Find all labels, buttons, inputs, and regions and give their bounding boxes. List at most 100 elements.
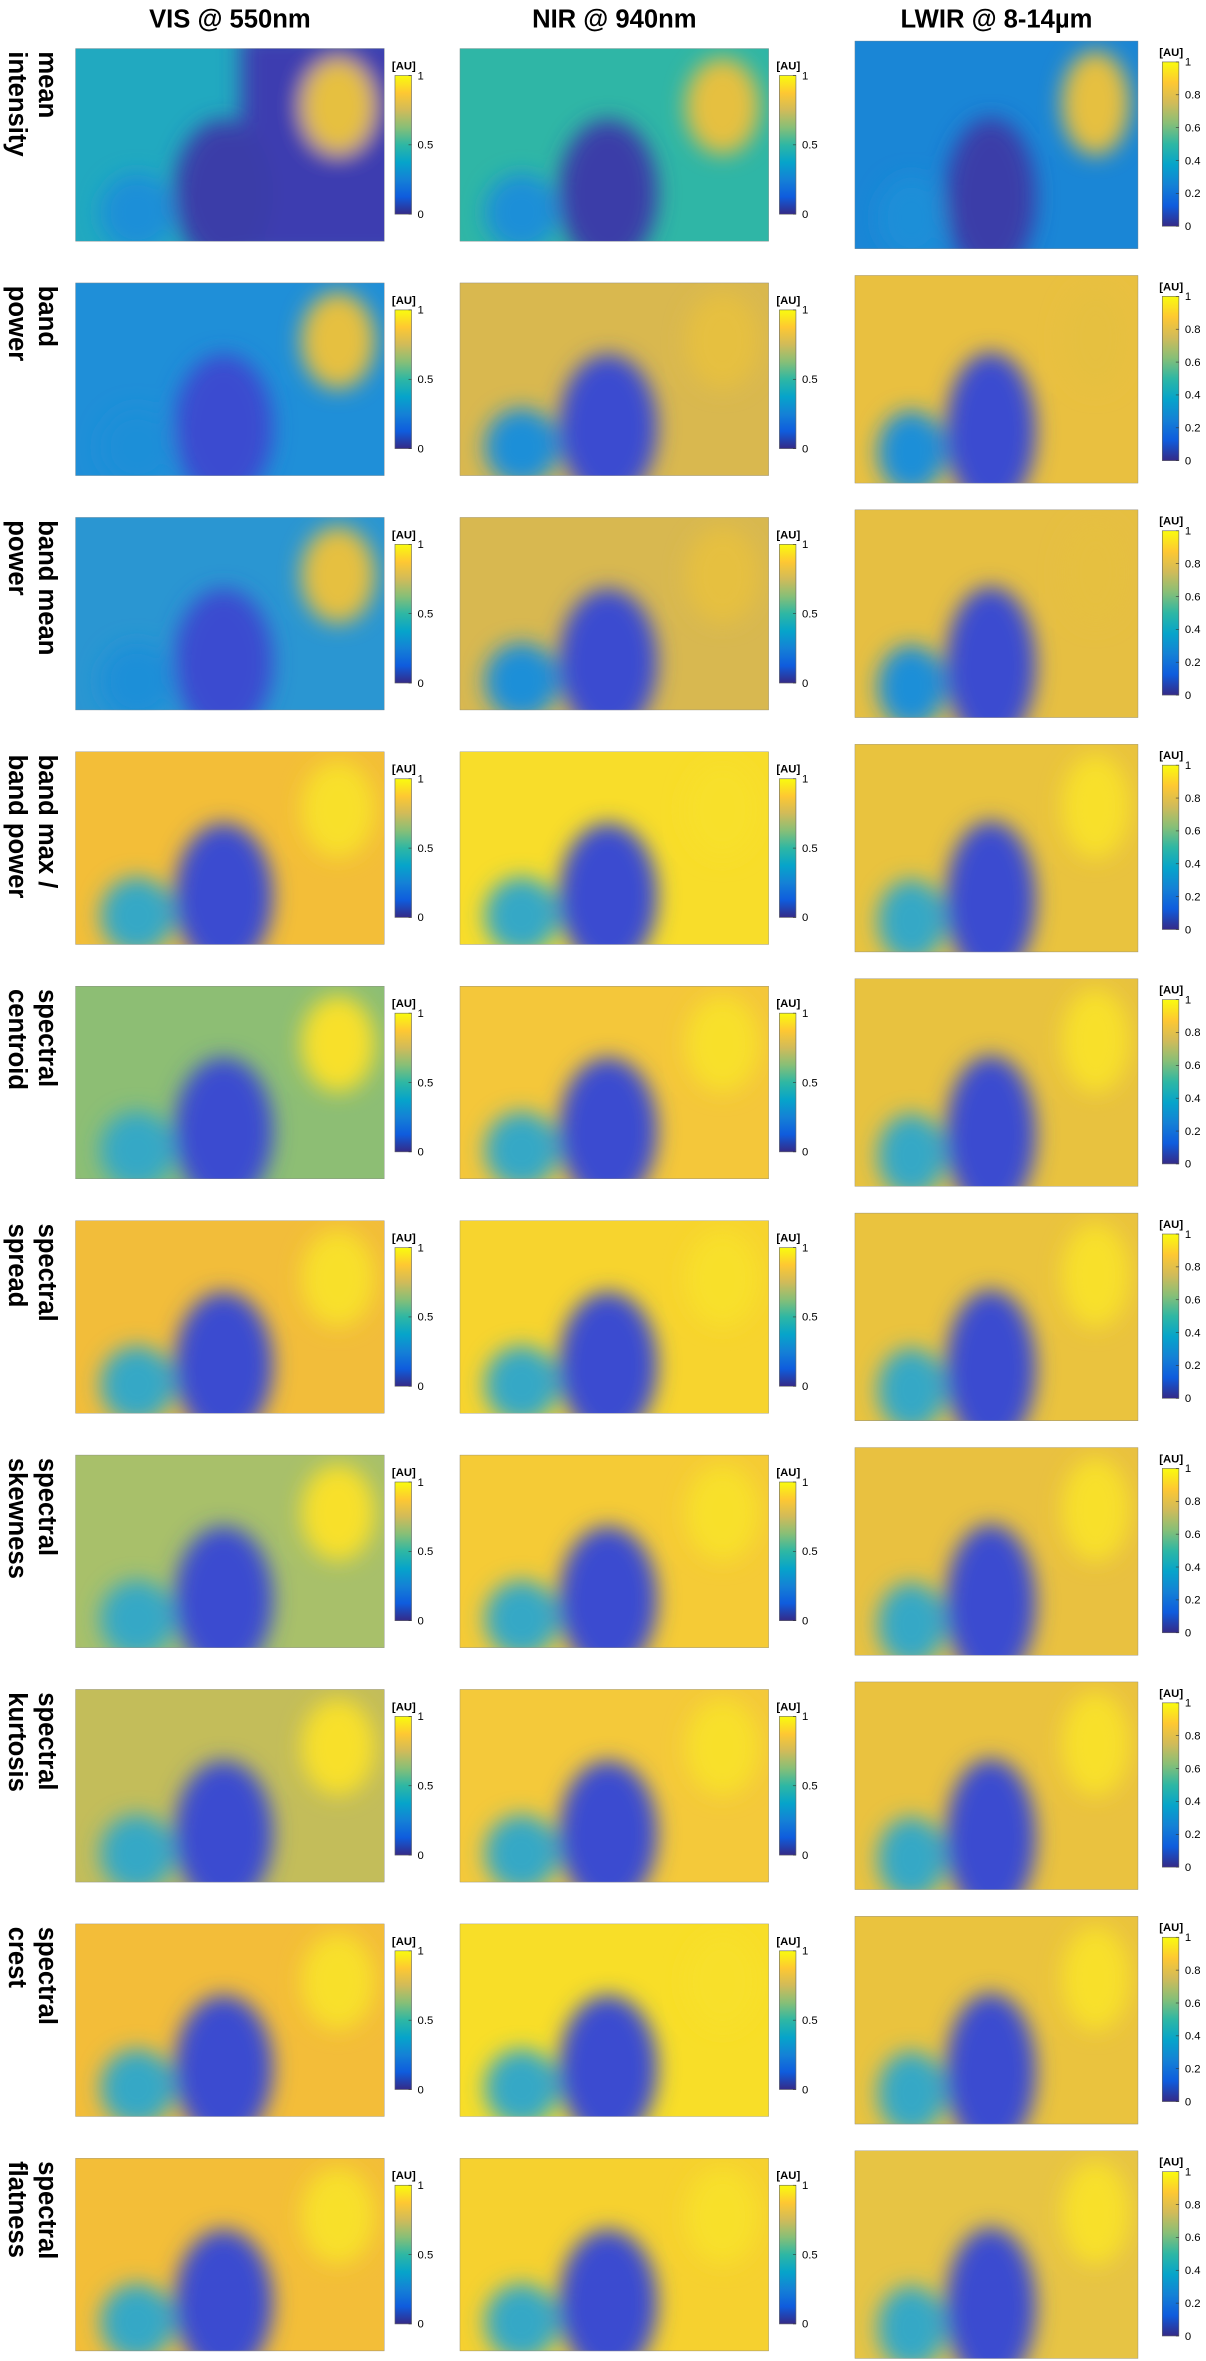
colorbar-tick-label: 0.2: [1185, 423, 1201, 435]
blob: [174, 1760, 274, 1883]
blob: [1061, 285, 1130, 390]
colorbar-tick-label: 1: [418, 305, 424, 317]
colorbar-tick-label: 1: [1185, 760, 1191, 772]
heatmap: [854, 2150, 1139, 2359]
colorbar-tick-label: 0.6: [1185, 1763, 1201, 1775]
colorbar-tick-label: 0: [418, 678, 424, 690]
row-label: spectral: [33, 2161, 61, 2259]
blob: [484, 173, 559, 242]
blob: [484, 1580, 559, 1648]
colorbar-tick-label: 1: [1185, 1463, 1191, 1475]
row-label: intensity: [3, 51, 31, 157]
colorbar-tick-label: 0.5: [802, 140, 818, 152]
heatmap: [854, 1212, 1139, 1421]
column-title: NIR @ 940nm: [532, 5, 696, 33]
blob: [877, 176, 946, 249]
colorbar-tick-label: 0.6: [1185, 826, 1201, 838]
heatmap-blobs: [100, 292, 376, 476]
blob: [685, 2167, 760, 2265]
colorbar: [1161, 61, 1180, 227]
blob: [558, 354, 658, 476]
colorbar-label: [AU]: [776, 1467, 800, 1479]
row-label: band mean: [33, 520, 61, 655]
heatmap: [459, 1689, 769, 1883]
colorbar-tick-label: 0.6: [1185, 122, 1201, 134]
blob: [945, 1289, 1037, 1421]
heatmap: [75, 1454, 385, 1648]
heatmap: [854, 1916, 1139, 2125]
heatmap: [854, 1447, 1139, 1656]
blob: [877, 1113, 946, 1187]
colorbar-tick-label: 0.2: [1185, 2298, 1201, 2310]
heatmap-blobs: [877, 2160, 1130, 2359]
colorbar-tick-label: 0: [1185, 2096, 1191, 2108]
colorbar-tick-label: 0.5: [802, 2249, 818, 2261]
blob: [100, 2283, 175, 2352]
blob: [685, 1230, 760, 1327]
colorbar-tick-label: 0.8: [1185, 324, 1201, 336]
colorbar-tick-label: 0: [1185, 690, 1191, 702]
heatmap: [459, 2158, 769, 2352]
colorbar: [1161, 1233, 1180, 1399]
blob: [877, 2285, 946, 2359]
row-label: spread: [3, 1223, 31, 1307]
heatmap: [854, 744, 1139, 953]
blob: [1061, 754, 1130, 859]
colorbar-tick-label: 0.4: [1185, 1796, 1201, 1808]
colorbar-tick-label: 0.4: [1185, 1327, 1201, 1339]
colorbar: [1161, 999, 1180, 1165]
colorbar-tick-label: 0: [802, 209, 808, 221]
blob: [300, 1933, 376, 2030]
colorbar-tick-label: 0: [802, 1147, 808, 1159]
row-label: band: [33, 286, 61, 347]
blob: [945, 117, 1037, 249]
colorbar-tick-label: 0: [418, 209, 424, 221]
colorbar-tick-label: 0.8: [1185, 558, 1201, 570]
colorbar-tick-label: 0: [802, 912, 808, 924]
colorbar-label: [AU]: [776, 529, 800, 541]
colorbar-label: [AU]: [1159, 1688, 1183, 1700]
colorbar-tick-label: 0.8: [1185, 90, 1201, 102]
colorbar-tick-label: 0.2: [1185, 1360, 1201, 1372]
blob: [1061, 51, 1130, 156]
colorbar-tick-label: 0.4: [1185, 2031, 1201, 2043]
colorbar-tick-label: 1: [802, 1477, 808, 1489]
row-label: mean: [33, 51, 61, 118]
colorbar-tick-label: 0: [1185, 455, 1191, 467]
heatmap: [75, 282, 385, 476]
blob: [945, 1524, 1037, 1656]
blob: [945, 2227, 1037, 2359]
heatmap: [75, 751, 385, 945]
colorbar-tick-label: 0.8: [1185, 2199, 1201, 2211]
heatmap: [459, 1454, 769, 1648]
colorbar-tick-label: 0.6: [1185, 357, 1201, 369]
blob: [300, 1698, 376, 1796]
colorbar-tick-label: 0: [1185, 1159, 1191, 1171]
row-label: spectral: [33, 1223, 61, 1321]
heatmap-blobs: [484, 2167, 760, 2352]
colorbar-tick-label: 0.5: [802, 843, 818, 855]
colorbar-tick-label: 1: [802, 1008, 808, 1020]
blob: [100, 1580, 175, 1648]
colorbar-tick-label: 0.5: [802, 1781, 818, 1793]
blob: [685, 1698, 760, 1796]
colorbar-tick-label: 0.5: [418, 374, 434, 386]
colorbar-tick-label: 0.6: [1185, 1998, 1201, 2010]
blob: [1061, 1692, 1130, 1797]
colorbar-label: [AU]: [776, 998, 800, 1010]
colorbar-tick-label: 0.4: [1185, 1562, 1201, 1574]
blob: [174, 823, 274, 945]
heatmap: [459, 517, 769, 711]
colorbar-label: [AU]: [1159, 516, 1183, 528]
heatmap-blobs: [877, 285, 1130, 484]
colorbar-tick-label: 0.5: [418, 608, 434, 620]
blob: [484, 1345, 559, 1414]
colorbar-tick-label: 0.4: [1185, 624, 1201, 636]
colorbar: [1161, 764, 1180, 930]
colorbar-tick-label: 1: [418, 1242, 424, 1254]
heatmap: [459, 986, 769, 1179]
blob: [685, 995, 760, 1093]
colorbar-tick-label: 0.8: [1185, 1027, 1201, 1039]
column-title: VIS @ 550nm: [149, 5, 311, 33]
colorbar-tick-label: 0: [418, 1381, 424, 1393]
